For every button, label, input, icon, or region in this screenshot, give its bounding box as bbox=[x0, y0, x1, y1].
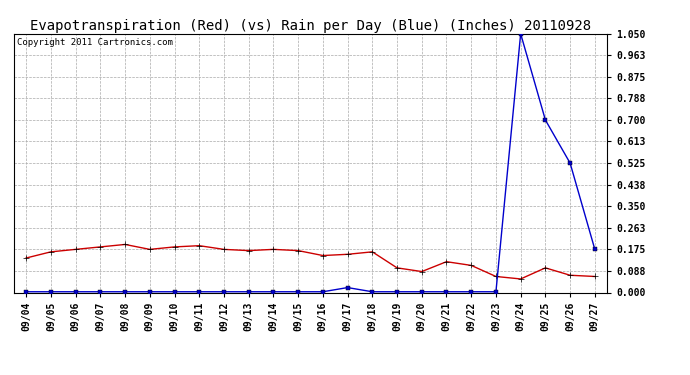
Title: Evapotranspiration (Red) (vs) Rain per Day (Blue) (Inches) 20110928: Evapotranspiration (Red) (vs) Rain per D… bbox=[30, 19, 591, 33]
Text: Copyright 2011 Cartronics.com: Copyright 2011 Cartronics.com bbox=[17, 38, 172, 46]
